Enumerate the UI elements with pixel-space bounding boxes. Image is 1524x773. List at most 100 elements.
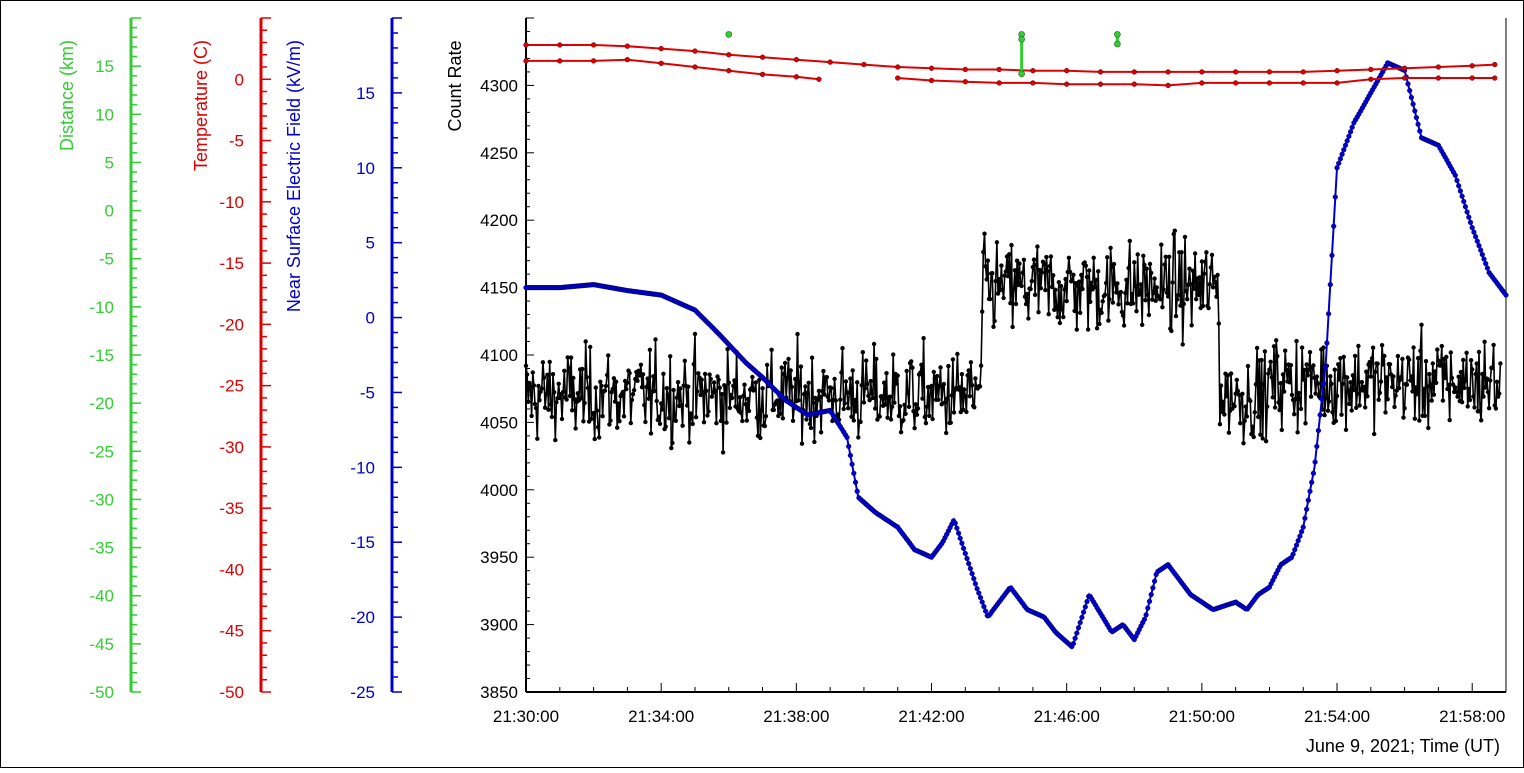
count-rate-point [1058,283,1064,289]
count-rate-point [1124,277,1129,282]
temperature-series-line [526,44,1495,73]
efield-series-point [1407,87,1413,94]
count-rate-point [1007,252,1012,257]
temperature-series-point [1233,69,1239,75]
count-rate-point [1267,367,1272,372]
count-rate-point [846,406,851,411]
temperature-series-point [726,52,732,58]
count-rate-point [1387,362,1393,367]
count-rate-point [1314,374,1320,379]
count-rate-point [1152,276,1157,281]
count-rate-point [999,263,1004,268]
count-rate-point [1087,268,1092,273]
count-rate-point [746,408,752,414]
count-rate-point [1313,391,1318,396]
count-rate-point [1284,367,1289,373]
efield-series-point [852,479,859,485]
count-rate-point [1226,430,1232,435]
count-rate-point [1493,406,1499,411]
efield-series-point [851,470,857,476]
count-rate-point [559,416,565,422]
temperature-series-point [1233,80,1239,86]
temperature-series-point [1300,69,1306,75]
count-rate-point [541,375,547,380]
count-rate-point [1494,379,1500,384]
count-rate-point [566,365,571,370]
efield-series-point [1148,591,1154,598]
count-rate-point [1430,361,1436,366]
count-rate-point [1449,375,1455,381]
count-rate-point [602,388,608,393]
count-rate-point [593,385,598,390]
count-rate-point [1428,382,1433,387]
count-rate-point [803,384,808,389]
count-rate-point [799,441,805,446]
count-rate-point [704,388,709,393]
count-rate-point [1012,268,1018,273]
count-rate-point [660,407,665,412]
count-rate-point [1191,286,1197,291]
count-rate-point [1218,383,1224,388]
count-rate-point [888,417,894,422]
count-rate-point [904,368,909,374]
count-rate-point [1480,371,1485,377]
count-rate-point [1240,391,1245,396]
efield-series-point [1479,252,1485,258]
efield-series-point [1405,81,1411,87]
count-rate-point [865,381,870,387]
temperature-series-point [1064,68,1070,74]
count-rate-point [950,357,956,362]
count-rate-point [1162,262,1167,267]
count-rate-point [692,331,698,337]
count-rate-point [674,395,680,400]
count-rate-point [723,386,728,391]
count-rate-point [990,271,995,276]
count-rate-point [918,370,923,375]
efield-series-point [966,560,972,567]
count-rate-point [879,394,885,399]
count-rate-point [1277,407,1282,413]
count-rate-point [1066,255,1072,260]
count-rate-point [527,380,532,386]
count-rate-point [866,393,871,399]
count-rate-point [1119,309,1125,315]
count-rate-point [809,355,815,360]
count-rate-point [1383,410,1388,415]
count-rate-point [850,368,855,373]
count-rate-point [696,371,701,376]
count-rate-point [1144,266,1149,271]
count-rate-point [1498,361,1503,366]
count-rate-point [1464,350,1469,355]
count-rate-point [955,351,960,357]
count-rate-point [638,362,644,367]
count-rate-point [1116,302,1121,307]
count-rate-point [1465,404,1470,409]
count-rate-point [924,404,930,409]
count-rate-point [1435,347,1440,352]
count-rate-point [1481,394,1486,399]
time-tick-label: 21:38:00 [763,707,829,726]
count-rate-point [1459,400,1465,405]
efield-series-point [1074,630,1080,636]
count-rate-point [613,379,619,384]
temperature-tick-label: -50 [219,683,244,702]
count-rate-point [795,331,800,337]
efield-tick-label: 5 [366,234,375,253]
count-rate-point [816,388,822,394]
count-rate-tick-label: 4050 [480,413,518,432]
count-rate-point [1132,260,1137,265]
count-rate-point [666,416,672,421]
count-rate-point [664,386,669,391]
distance-tick-label: -25 [89,442,114,461]
count-rate-point [1400,356,1405,362]
efield-series-point [1413,114,1420,121]
count-rate-point [1242,418,1247,423]
temperature-series-point [793,57,799,63]
count-rate-point [1384,375,1389,380]
count-rate-tick-label: 4150 [480,279,518,298]
temperature-series-point [996,80,1002,86]
efield-series-point [1307,488,1313,494]
efield-series-point [1290,551,1296,557]
temperature-series-point [1165,82,1171,89]
count-rate-point [972,405,977,410]
